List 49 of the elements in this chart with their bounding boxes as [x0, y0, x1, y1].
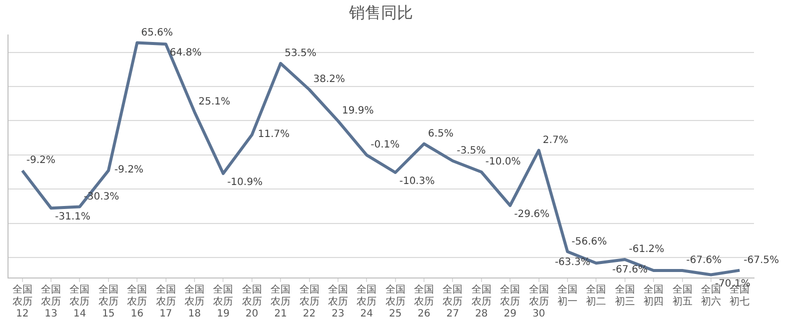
data-label: 6.5% — [428, 128, 454, 140]
x-tick-label: 全国农历20 — [242, 284, 262, 320]
x-tick-label: 全国农历30 — [528, 284, 549, 320]
data-label: -63.3% — [554, 257, 590, 268]
data-label: 53.5% — [284, 48, 316, 60]
data-label: -56.6% — [572, 236, 607, 248]
chart-title: 销售同比 — [348, 2, 413, 22]
data-label: 25.1% — [198, 96, 230, 108]
data-label: -29.6% — [514, 209, 550, 220]
data-label: -3.5% — [456, 145, 486, 156]
x-tick-label: 全国农历12 — [12, 284, 32, 320]
x-tick-label: 全国农历27 — [442, 284, 463, 320]
x-tick-label: 全国初五 — [672, 284, 692, 308]
data-label: -10.9% — [227, 177, 263, 188]
x-tick-label: 全国农历29 — [500, 284, 520, 320]
data-label: -9.2% — [114, 164, 144, 176]
data-label: -10.3% — [399, 176, 435, 188]
x-tick-label: 全国初二 — [586, 284, 606, 308]
x-tick-label: 全国初一 — [558, 284, 578, 308]
x-tick-label: 全国农历22 — [299, 284, 320, 320]
data-label: -67.6% — [612, 264, 648, 276]
x-tick-label: 全国初四 — [644, 284, 664, 308]
data-label: 64.8% — [170, 48, 202, 59]
x-tick-label: 全国农历17 — [156, 284, 176, 320]
x-tick-label: 全国农历21 — [270, 284, 291, 320]
x-tick-label: 全国农历16 — [127, 284, 148, 320]
data-label: -61.2% — [628, 244, 664, 256]
data-label: 11.7% — [258, 128, 290, 140]
x-tick-label: 全国农历23 — [328, 284, 348, 320]
x-tick-label: 全国农历28 — [471, 284, 492, 320]
x-tick-label: 全国农历14 — [70, 284, 90, 320]
data-label: 38.2% — [313, 74, 346, 86]
x-tick-label: 全国农历25 — [385, 284, 406, 320]
data-label: 65.6% — [141, 27, 173, 38]
data-label: -67.6% — [686, 255, 722, 266]
data-label: -10.0% — [485, 156, 521, 168]
data-label: -9.2% — [26, 155, 56, 166]
data-label: -31.1% — [55, 212, 90, 223]
data-label: 19.9% — [342, 105, 374, 116]
x-tick-label: 全国农历18 — [184, 284, 204, 320]
data-label: 2.7% — [542, 134, 568, 146]
x-tick-label: 全国农历24 — [356, 284, 377, 320]
x-tick-label: 全国农历19 — [213, 284, 234, 320]
x-tick-label: 全国初三 — [614, 284, 635, 308]
data-label: -67.5% — [744, 254, 780, 266]
data-label: -0.1% — [370, 140, 400, 151]
x-tick-label: 全国农历26 — [414, 284, 434, 320]
x-tick-label: 全国农历13 — [41, 284, 62, 320]
x-tick-label: 全国农历15 — [98, 284, 118, 320]
